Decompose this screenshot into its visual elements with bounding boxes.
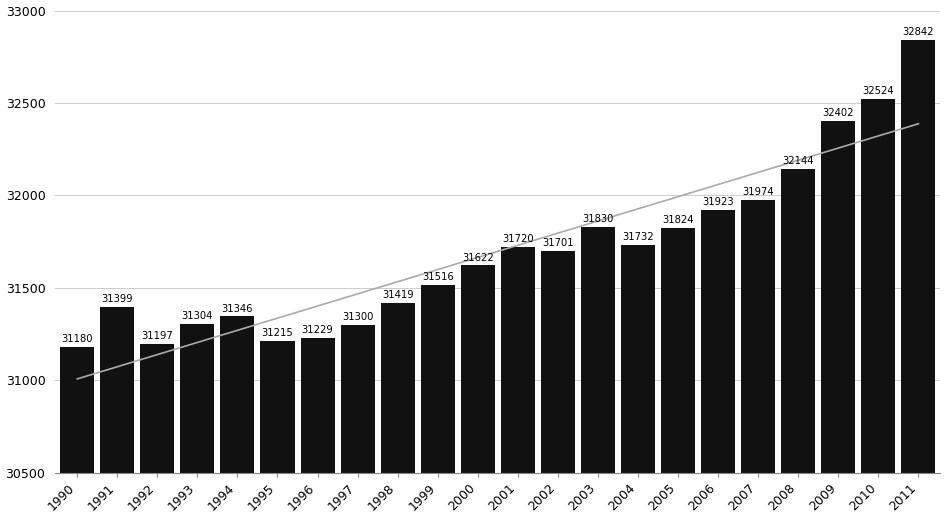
Text: 31830: 31830 bbox=[582, 214, 614, 224]
Text: 31516: 31516 bbox=[422, 272, 453, 282]
Bar bbox=[220, 316, 254, 473]
Text: 31399: 31399 bbox=[101, 294, 133, 304]
Bar bbox=[260, 340, 294, 473]
Text: 32842: 32842 bbox=[902, 27, 934, 37]
Bar bbox=[301, 338, 335, 473]
Text: 31304: 31304 bbox=[182, 311, 213, 321]
Bar bbox=[581, 227, 615, 473]
Bar bbox=[902, 40, 936, 473]
Text: 31419: 31419 bbox=[382, 290, 413, 300]
Text: 31824: 31824 bbox=[662, 215, 693, 225]
Text: 31720: 31720 bbox=[502, 235, 534, 244]
Text: 31300: 31300 bbox=[342, 312, 374, 322]
Text: 32144: 32144 bbox=[782, 156, 814, 166]
Text: 31197: 31197 bbox=[141, 331, 173, 341]
Bar bbox=[380, 303, 414, 473]
Bar bbox=[341, 325, 375, 473]
Bar bbox=[861, 99, 895, 473]
Bar bbox=[701, 210, 735, 473]
Bar bbox=[541, 251, 575, 473]
Bar bbox=[741, 200, 775, 473]
Bar bbox=[461, 265, 495, 473]
Text: 31974: 31974 bbox=[743, 187, 774, 197]
Text: 31701: 31701 bbox=[542, 238, 573, 248]
Bar bbox=[500, 247, 534, 473]
Bar bbox=[61, 347, 95, 473]
Text: 31346: 31346 bbox=[221, 304, 254, 313]
Bar bbox=[181, 324, 215, 473]
Bar bbox=[781, 169, 815, 473]
Text: 31215: 31215 bbox=[262, 327, 293, 338]
Bar bbox=[661, 228, 695, 473]
Text: 31229: 31229 bbox=[302, 325, 333, 335]
Text: 32524: 32524 bbox=[863, 86, 894, 96]
Text: 32402: 32402 bbox=[822, 108, 854, 118]
Text: 31923: 31923 bbox=[702, 197, 734, 207]
Bar bbox=[421, 285, 455, 473]
Bar bbox=[621, 245, 655, 473]
Bar bbox=[100, 307, 134, 473]
Text: 31622: 31622 bbox=[462, 253, 494, 263]
Bar bbox=[140, 344, 174, 473]
Text: 31180: 31180 bbox=[61, 334, 93, 344]
Bar bbox=[821, 121, 855, 473]
Text: 31732: 31732 bbox=[622, 232, 654, 242]
